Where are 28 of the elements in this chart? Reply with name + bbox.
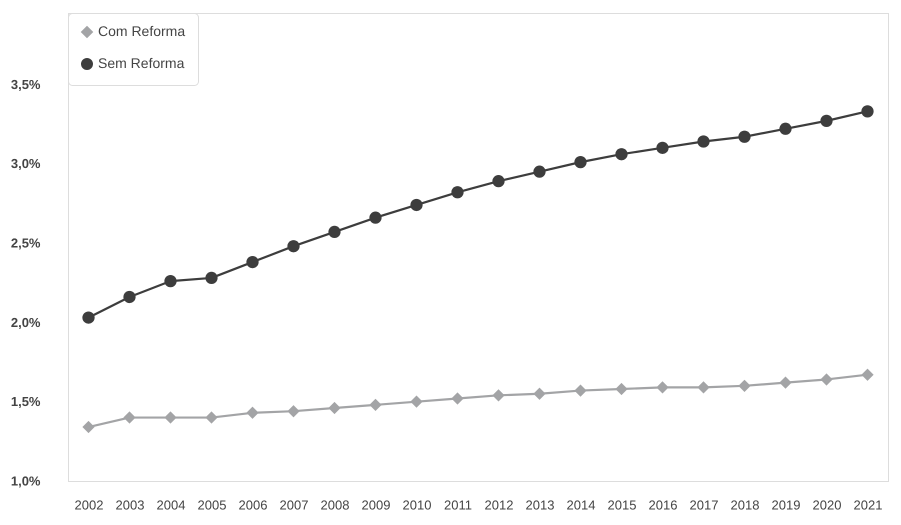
x-tick-label: 2021: [854, 498, 882, 512]
x-tick-label: 2010: [402, 498, 432, 512]
x-tick-label: 2012: [484, 498, 514, 512]
y-tick-label: 3,0%: [10, 156, 41, 172]
x-tick-label: 2015: [608, 498, 636, 512]
x-tick-label: 2006: [238, 498, 268, 512]
y-tick-label: 2,0%: [10, 314, 41, 330]
x-tick-label: 2014: [566, 498, 596, 512]
x-tick-label: 2003: [116, 498, 144, 512]
x-tick-label: 2005: [198, 498, 226, 512]
x-tick-label: 2019: [772, 498, 800, 512]
legend-label: Sem Reforma: [98, 55, 185, 71]
y-tick-label: 2,5%: [10, 236, 41, 251]
y-tick-label: 1,0%: [10, 474, 41, 488]
x-tick-label: 2009: [362, 498, 390, 512]
x-tick-label: 2007: [280, 498, 308, 512]
x-tick-label: 2020: [812, 498, 842, 512]
x-tick-label: 2002: [74, 498, 104, 512]
x-tick-label: 2011: [444, 498, 472, 512]
y-tick-label: 3,5%: [10, 76, 41, 92]
legend-label: Com Reforma: [98, 23, 186, 39]
x-tick-label: 2016: [648, 498, 678, 512]
y-tick-label: 1,5%: [10, 394, 41, 410]
x-tick-label: 2008: [320, 498, 350, 512]
x-tick-label: 2013: [526, 498, 554, 512]
x-tick-label: 2018: [730, 498, 760, 512]
x-tick-label: 2004: [156, 498, 186, 512]
x-tick-label: 2017: [690, 498, 718, 512]
